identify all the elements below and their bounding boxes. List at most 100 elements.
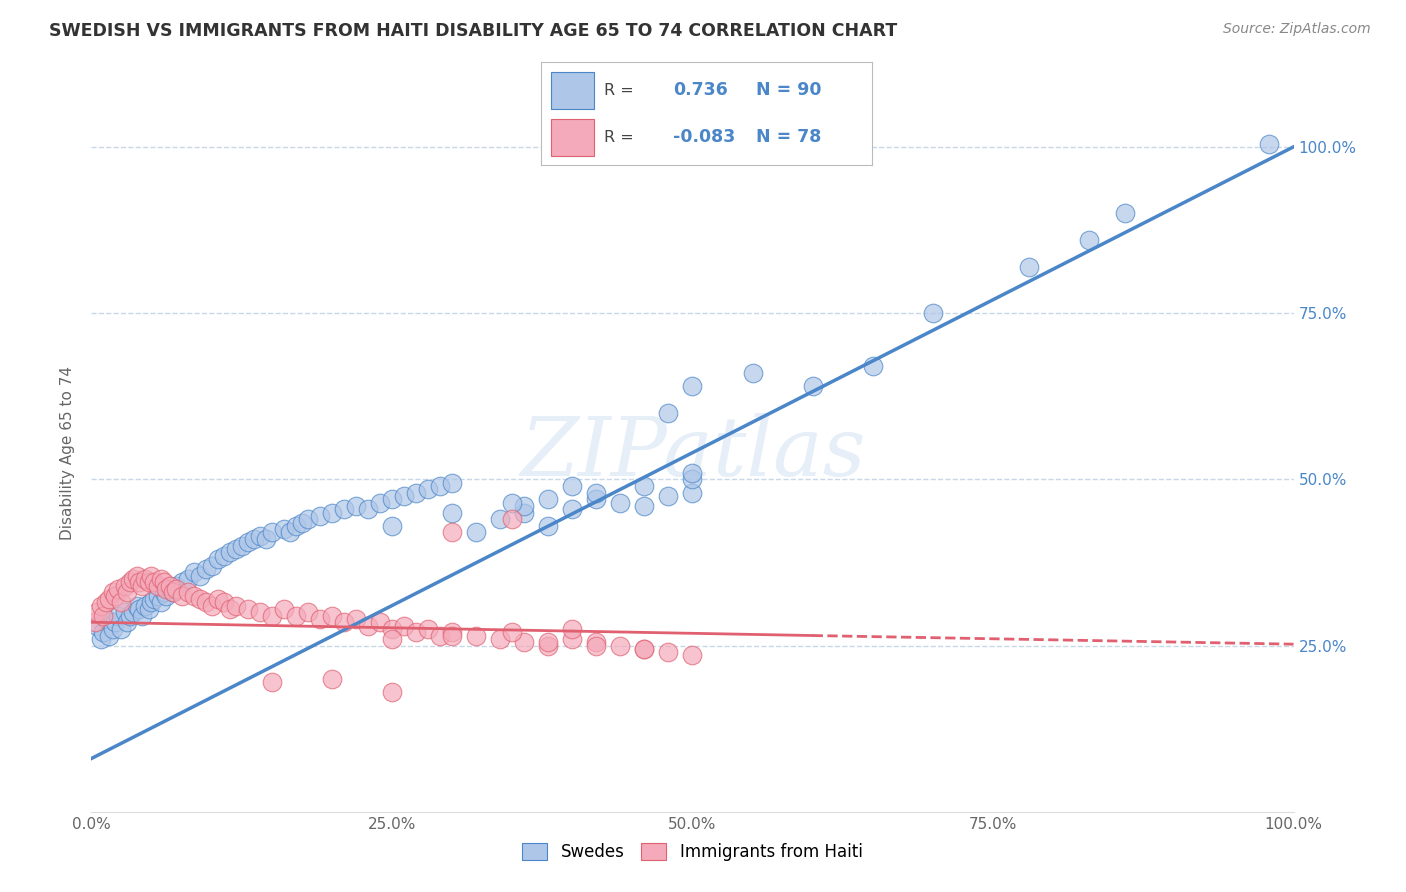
Point [107, 582, 129, 596]
Point [249, 529, 271, 543]
Point [236, 535, 259, 549]
Point [284, 518, 307, 533]
Point [344, 499, 367, 513]
Point [284, 608, 307, 623]
Point [381, 685, 404, 699]
Point [118, 575, 141, 590]
Point [321, 672, 343, 686]
Point [212, 595, 235, 609]
Point [657, 645, 679, 659]
Point [110, 622, 132, 636]
Point [242, 532, 264, 546]
Point [114, 605, 136, 619]
Point [440, 625, 463, 640]
Point [188, 568, 211, 582]
Point [537, 639, 560, 653]
Point [98, 591, 121, 606]
Point [489, 632, 512, 646]
Point [368, 615, 391, 630]
Text: 0.736: 0.736 [673, 81, 728, 99]
Point [142, 575, 165, 590]
Point [513, 499, 536, 513]
Point [561, 632, 583, 646]
Text: N = 90: N = 90 [756, 81, 821, 99]
Point [155, 582, 177, 596]
Point [254, 532, 277, 546]
Point [633, 479, 655, 493]
Point [86, 605, 108, 619]
Point [260, 675, 283, 690]
Point [862, 359, 884, 374]
Point [297, 512, 319, 526]
Point [150, 572, 173, 586]
Point [440, 475, 463, 490]
Point [122, 572, 145, 586]
Point [1078, 233, 1101, 247]
Point [501, 625, 523, 640]
Point [94, 595, 117, 609]
Point [585, 639, 607, 653]
Point [152, 585, 174, 599]
Point [101, 585, 124, 599]
Point [225, 542, 247, 557]
Point [110, 595, 132, 609]
Point [128, 575, 150, 590]
Point [125, 599, 148, 613]
Point [429, 628, 451, 642]
Point [405, 485, 427, 500]
Point [308, 612, 330, 626]
Point [741, 366, 763, 380]
Point [681, 648, 703, 663]
Point [585, 635, 607, 649]
Point [104, 589, 127, 603]
Point [681, 466, 703, 480]
Point [236, 602, 259, 616]
Point [218, 545, 240, 559]
Bar [551, 71, 595, 109]
Point [188, 591, 211, 606]
Point [128, 602, 150, 616]
Point [207, 552, 229, 566]
Point [170, 575, 193, 590]
Point [194, 562, 217, 576]
Point [1258, 136, 1281, 151]
Point [357, 502, 380, 516]
Point [801, 379, 824, 393]
Point [162, 585, 184, 599]
Point [657, 406, 679, 420]
Point [218, 602, 240, 616]
Point [609, 495, 631, 509]
Point [231, 539, 253, 553]
Point [183, 589, 205, 603]
Point [138, 602, 160, 616]
Point [416, 482, 439, 496]
Point [333, 502, 356, 516]
Text: R =: R = [605, 83, 634, 97]
Point [392, 489, 415, 503]
Point [249, 605, 271, 619]
Point [291, 516, 314, 530]
Point [381, 632, 404, 646]
Point [273, 602, 295, 616]
Point [141, 595, 163, 609]
Text: SWEDISH VS IMMIGRANTS FROM HAITI DISABILITY AGE 65 TO 74 CORRELATION CHART: SWEDISH VS IMMIGRANTS FROM HAITI DISABIL… [49, 22, 897, 40]
Point [321, 608, 343, 623]
Point [90, 632, 112, 646]
Point [122, 605, 145, 619]
Point [118, 608, 141, 623]
Point [146, 579, 169, 593]
Point [440, 506, 463, 520]
Point [194, 595, 217, 609]
Point [308, 508, 330, 523]
Point [501, 512, 523, 526]
Point [93, 608, 115, 623]
Point [392, 618, 415, 632]
Point [260, 608, 283, 623]
Point [381, 622, 404, 636]
Point [101, 622, 124, 636]
Point [155, 589, 177, 603]
Point [225, 599, 247, 613]
Text: -0.083: -0.083 [673, 128, 735, 146]
Point [333, 615, 356, 630]
Point [440, 525, 463, 540]
